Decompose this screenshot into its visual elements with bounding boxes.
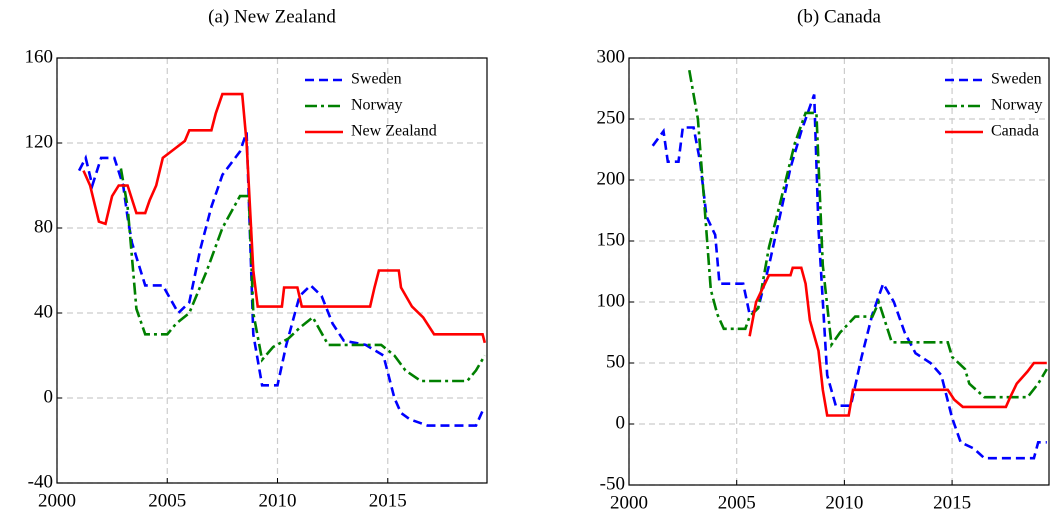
x-tick-label: 2010 (259, 490, 297, 511)
x-tick-label: 2010 (825, 492, 863, 513)
legend-label: Norway (351, 97, 403, 114)
legend-label: New Zealand (351, 123, 437, 140)
x-tick-label: 2005 (148, 490, 186, 511)
series-line (77, 131, 484, 427)
chart-title: (b) Canada (797, 6, 881, 27)
y-tick-label: 50 (606, 351, 625, 372)
legend-label: Sweden (351, 71, 402, 88)
x-tick-label: 2005 (718, 492, 756, 513)
x-tick-label: 2000 (610, 492, 648, 513)
y-tick-label: 150 (597, 229, 626, 250)
y-tick-label: 250 (597, 107, 626, 128)
series-line (748, 266, 1047, 417)
y-tick-label: 0 (44, 386, 54, 407)
series-line (119, 168, 486, 383)
y-tick-label: 300 (597, 46, 626, 67)
y-tick-label: -50 (600, 473, 625, 494)
series-line (82, 92, 487, 344)
y-tick-label: 40 (34, 301, 53, 322)
plot-frame (628, 57, 1050, 486)
chart-title: (a) New Zealand (208, 6, 336, 27)
plot-frame (56, 57, 488, 484)
y-tick-label: 0 (616, 412, 626, 433)
y-tick-label: 200 (597, 168, 626, 189)
x-tick-label: 2015 (933, 492, 971, 513)
series-line (688, 69, 1048, 399)
x-tick-label: 2015 (369, 490, 407, 511)
y-tick-label: 80 (34, 216, 53, 237)
y-tick-label: 100 (597, 290, 626, 311)
legend-label: Sweden (991, 71, 1042, 88)
legend-label: Norway (991, 97, 1043, 114)
y-tick-label: -40 (28, 471, 53, 492)
legend-label: Canada (991, 123, 1039, 140)
y-tick-label: 160 (25, 46, 54, 67)
y-tick-label: 120 (25, 131, 54, 152)
x-tick-label: 2000 (38, 490, 76, 511)
